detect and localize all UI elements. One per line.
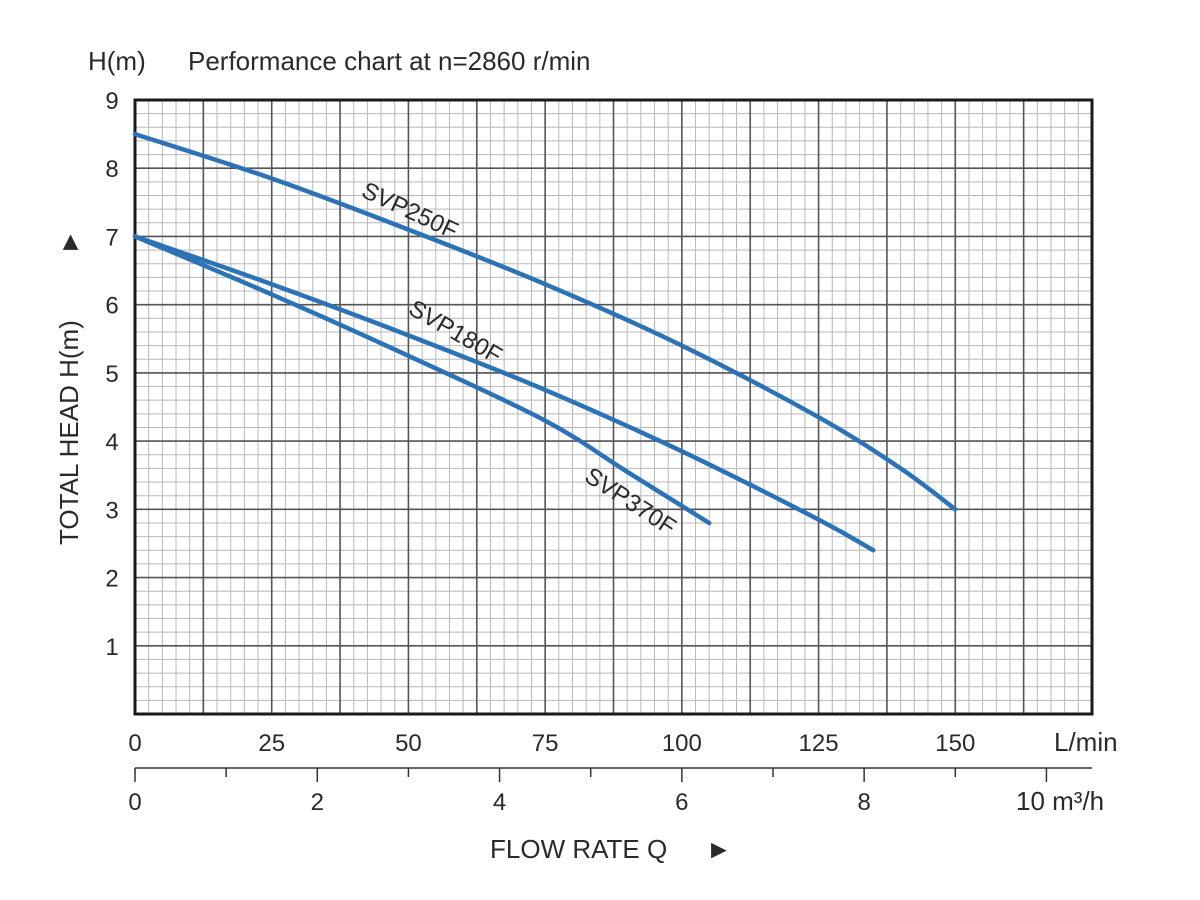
x-unit-lmin: L/min: [1054, 727, 1118, 757]
x-tick-label-lmin: 0: [128, 730, 141, 757]
chart-title: Performance chart at n=2860 r/min: [188, 46, 590, 76]
y-axis-label: TOTAL HEAD H(m): [54, 320, 84, 545]
y-axis-arrow-icon: ►: [54, 229, 84, 255]
x-tick-label-m3h: 8: [857, 789, 870, 816]
y-tick-label: 7: [105, 224, 118, 251]
x-tick-label-lmin: 75: [532, 730, 559, 757]
y-tick-label: 1: [105, 634, 118, 661]
x-tick-label-lmin: 100: [662, 730, 702, 757]
y-tick-label: 4: [105, 429, 118, 456]
x-tick-label-m3h: 0: [128, 789, 141, 816]
y-axis-title: TOTAL HEAD H(m) ►: [54, 229, 84, 545]
x-axis-m3h: 0 2 4 6 8: [128, 767, 1092, 816]
curve-label-svp250f: SVP250F: [357, 177, 462, 245]
y-tick-label: 8: [105, 156, 118, 183]
y-tick-label: 3: [105, 497, 118, 524]
x-axis-arrow-icon: ►: [706, 834, 732, 864]
major-grid: [135, 100, 1092, 714]
y-tick-label: 9: [105, 88, 118, 115]
y-unit-label: H(m): [88, 46, 146, 76]
y-tick-label: 5: [105, 361, 118, 388]
x-tick-label-lmin: 125: [799, 730, 839, 757]
x-unit-m3h: 10 m³/h: [1016, 786, 1104, 816]
x-tick-label-m3h: 2: [311, 789, 324, 816]
curve-svp180f: [132, 234, 876, 553]
x-tick-label-m3h: 6: [675, 789, 688, 816]
x-tick-label-lmin: 50: [395, 730, 422, 757]
curve-svp250f: [132, 131, 958, 512]
x-axis-ticks-lmin: 0 25 50 75 100 125 150: [128, 730, 975, 757]
curve-svp370f: [132, 234, 712, 526]
x-tick-label-lmin: 25: [258, 730, 285, 757]
x-tick-label-lmin: 150: [935, 730, 975, 757]
x-tick-label-m3h: 4: [493, 789, 506, 816]
y-tick-label: 6: [105, 293, 118, 320]
y-tick-label: 2: [105, 566, 118, 593]
plot-frame: [133, 98, 1094, 716]
y-axis-ticks: 1 2 3 4 5 6 7 8 9: [105, 88, 118, 661]
x-axis-label: FLOW RATE Q: [490, 834, 667, 864]
